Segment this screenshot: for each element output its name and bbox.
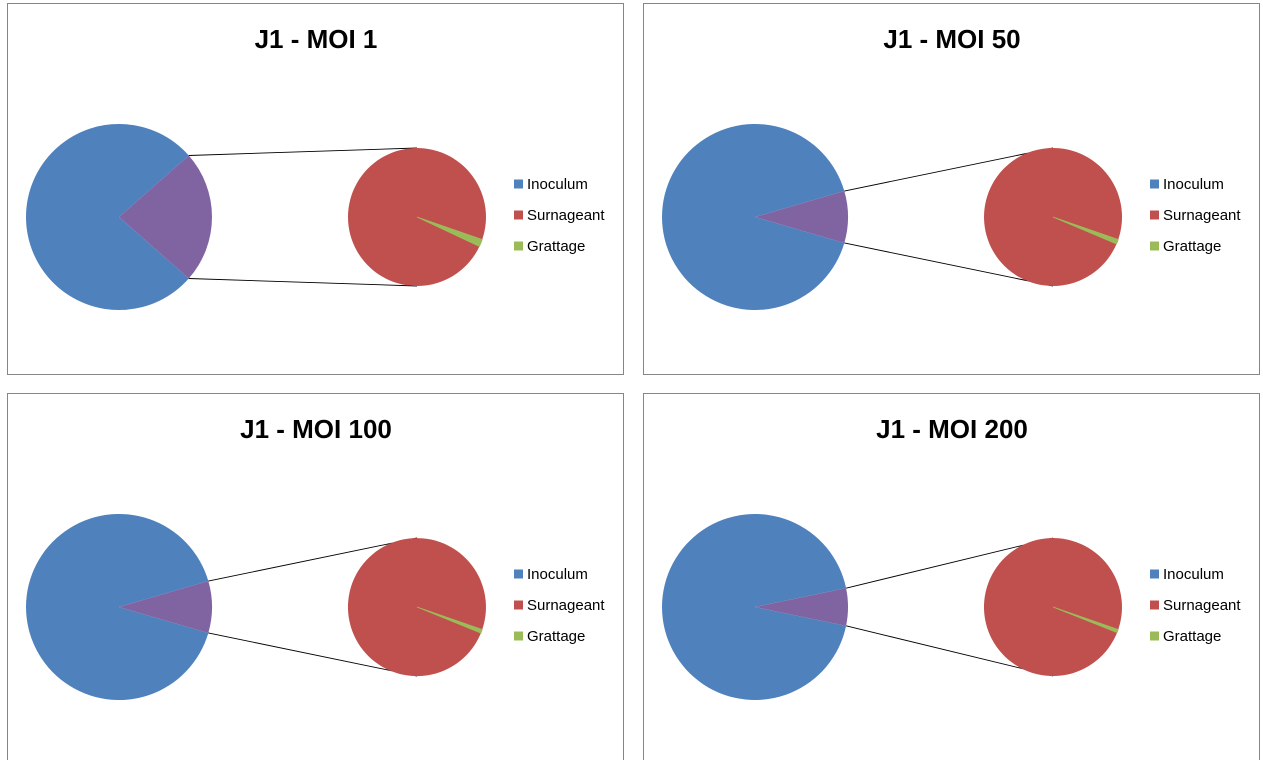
pie-of-pie-chart: J1 - MOI 200 Inoculum Surnageant Grattage — [662, 414, 1241, 700]
chart-title: J1 - MOI 1 — [255, 24, 378, 54]
legend-label-grattage: Grattage — [527, 628, 585, 645]
legend-swatch-surnageant — [1150, 600, 1159, 610]
secondary-slice-grattage — [416, 216, 483, 247]
pie-of-pie-chart: J1 - MOI 1 Inoculum Surnageant Grattage — [25, 24, 605, 310]
connector-line-bottom — [845, 625, 1054, 677]
legend-swatch-grattage — [514, 241, 523, 251]
main-slice-other — [755, 191, 849, 243]
chart-panel-moi-200: J1 - MOI 200 Inoculum Surnageant Grattage — [643, 393, 1260, 760]
secondary-slice-grattage — [1052, 216, 1119, 245]
legend-swatch-surnageant — [1150, 210, 1159, 220]
main-slice-inoculum — [662, 123, 845, 310]
legend-swatch-surnageant — [514, 600, 523, 610]
legend-label-surnageant: Surnageant — [527, 597, 605, 614]
legend-label-grattage: Grattage — [1163, 628, 1221, 645]
chart-title: J1 - MOI 200 — [876, 414, 1028, 444]
connector-line-bottom — [208, 632, 418, 677]
legend-swatch-grattage — [1150, 241, 1159, 251]
legend-label-inoculum: Inoculum — [527, 176, 588, 193]
legend-swatch-grattage — [514, 631, 523, 641]
pie-of-pie-chart: J1 - MOI 50 Inoculum Surnageant Grattage — [662, 24, 1241, 310]
chart-title: J1 - MOI 100 — [240, 414, 392, 444]
main-slice-other — [119, 155, 212, 279]
chart-panel-moi-1: J1 - MOI 1 Inoculum Surnageant Grattage — [7, 3, 624, 375]
secondary-slice-grattage — [1052, 606, 1119, 634]
legend-label-grattage: Grattage — [1163, 238, 1221, 255]
legend-label-inoculum: Inoculum — [1163, 176, 1224, 193]
main-slice-inoculum — [25, 124, 189, 310]
pie-of-pie-chart: J1 - MOI 100 Inoculum Surnageant Grattage — [26, 414, 605, 700]
connector-line-top — [208, 537, 418, 582]
legend-swatch-inoculum — [1150, 569, 1159, 579]
legend-swatch-inoculum — [514, 569, 523, 579]
main-slice-inoculum — [26, 514, 209, 700]
legend-label-grattage: Grattage — [527, 238, 585, 255]
legend-label-surnageant: Surnageant — [527, 207, 605, 224]
main-slice-inoculum — [662, 514, 847, 700]
main-slice-other — [755, 588, 849, 626]
connector-line-bottom — [844, 242, 1054, 287]
main-slice-other — [119, 581, 213, 633]
legend-label-inoculum: Inoculum — [1163, 566, 1224, 583]
connector-line-top — [845, 537, 1054, 589]
secondary-slice-grattage — [416, 606, 483, 634]
connector-line-top — [188, 147, 418, 156]
chart-panel-moi-100: J1 - MOI 100 Inoculum Surnageant Grattage — [7, 393, 624, 760]
legend-swatch-surnageant — [514, 210, 523, 220]
legend-swatch-inoculum — [1150, 179, 1159, 189]
connector-line-top — [844, 147, 1054, 192]
chart-title: J1 - MOI 50 — [883, 24, 1020, 54]
legend-label-inoculum: Inoculum — [527, 566, 588, 583]
legend-swatch-grattage — [1150, 631, 1159, 641]
legend-swatch-inoculum — [514, 179, 523, 189]
connector-line-bottom — [188, 278, 418, 287]
legend-label-surnageant: Surnageant — [1163, 207, 1241, 224]
legend-label-surnageant: Surnageant — [1163, 597, 1241, 614]
chart-panel-moi-50: J1 - MOI 50 Inoculum Surnageant Grattage — [643, 3, 1260, 375]
